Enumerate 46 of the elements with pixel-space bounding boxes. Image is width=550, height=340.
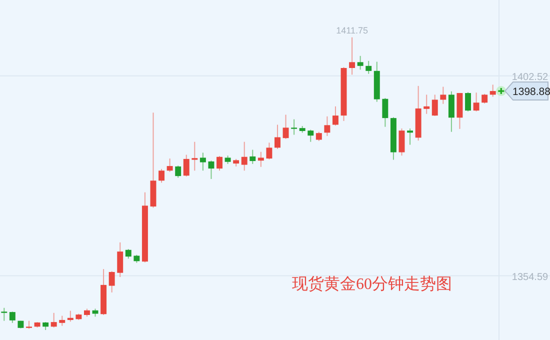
text: 现货黄金60分钟走势图 [292, 275, 452, 293]
candlestick [175, 165, 182, 178]
candlestick [158, 168, 165, 184]
candlestick [308, 129, 314, 142]
candlestick [424, 94, 430, 114]
candlestick [166, 158, 173, 172]
y-tick-label: 1354.59 [512, 272, 549, 283]
candlestick [482, 93, 488, 104]
candlestick [9, 311, 16, 324]
candlestick [349, 36, 356, 76]
candlestick [67, 310, 74, 322]
candlestick [382, 98, 388, 128]
candlestick [282, 114, 289, 140]
candlestick [332, 106, 338, 126]
y-tick-label: 1402.52 [512, 72, 549, 83]
candlestick [448, 90, 454, 132]
candlestick [398, 128, 405, 156]
candlestick [50, 312, 57, 328]
candlestick [324, 116, 330, 136]
candlestick [274, 124, 280, 150]
candlestick [192, 141, 198, 172]
candlestick [357, 55, 364, 70]
candlestick [432, 94, 438, 116]
candlestick [266, 142, 272, 160]
candlestick [216, 156, 222, 172]
candlestick [366, 60, 372, 74]
candlestick [1, 307, 8, 322]
candlestick [59, 315, 66, 326]
candlestick [208, 160, 214, 180]
candlestick [258, 151, 264, 168]
candlestick [473, 92, 480, 112]
candlestick [117, 242, 124, 278]
candlestick [108, 270, 115, 293]
candlestick [250, 149, 256, 164]
candlestick [490, 84, 496, 98]
candlestick [291, 118, 298, 136]
candlestick [440, 86, 446, 104]
candlestick [316, 131, 322, 142]
candlestick [200, 152, 206, 172]
candlestick [125, 248, 132, 260]
candlestick [241, 141, 248, 172]
candlestick [465, 92, 471, 112]
annotation: 1411.75 [336, 25, 368, 36]
candlestick [183, 154, 190, 177]
current-price-tag: 1398.88 [504, 82, 550, 101]
candlestick [407, 128, 414, 146]
